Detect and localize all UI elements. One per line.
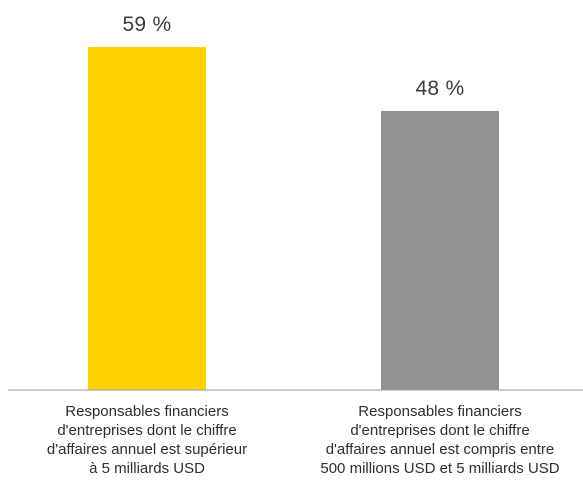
category-label-line: d'affaires annuel est compris entre xyxy=(325,441,555,458)
bar-0 xyxy=(88,47,206,390)
bar-value-label-1: 48 % xyxy=(415,76,465,100)
category-label-line: à 5 milliards USD xyxy=(89,460,205,477)
category-label-line: d'entreprises dont le chiffre xyxy=(57,422,237,439)
category-label-line: d'affaires annuel est supérieur xyxy=(46,441,248,458)
bar-value-label-0: 59 % xyxy=(122,13,172,36)
category-label-line: Responsables financiers xyxy=(358,403,522,420)
category-label-0: Responsables financiers d'entreprises do… xyxy=(0,402,297,478)
category-label-line: Responsables financiers xyxy=(65,403,229,420)
category-label-1: Responsables financiers d'entreprises do… xyxy=(290,402,583,478)
bar-1 xyxy=(381,110,499,390)
category-label-line: 500 millions USD et 5 milliards USD xyxy=(320,460,560,477)
category-label-line: d'entreprises dont le chiffre xyxy=(350,422,530,439)
